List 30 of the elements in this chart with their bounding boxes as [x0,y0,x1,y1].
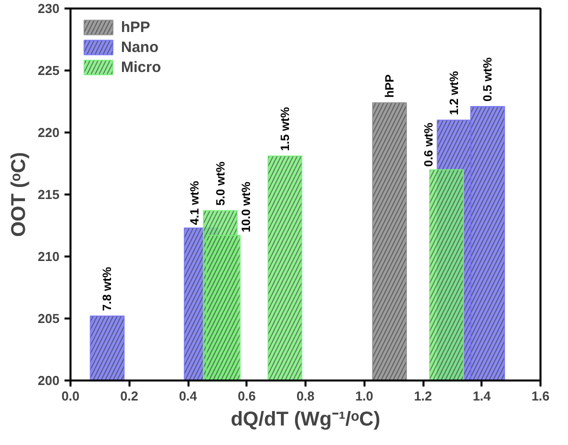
annotation: 10.0 wt% [239,181,254,232]
y-tick-label: 215 [38,187,60,202]
y-tick-label: 200 [38,373,60,388]
x-tick-label: 0.2 [120,388,138,404]
annotation: hPP [382,74,397,98]
y-tick-label: 225 [38,63,60,78]
annotation: 1.5 wt% [278,106,292,152]
y-tick-label: 230 [38,1,60,16]
annotation: 0.6 wt% [421,122,436,167]
x-axis-title: dQ/dT (Wg⁻¹/ᵒC) [230,408,380,430]
x-tick-label: 1.0 [355,388,374,404]
annotation: 4.1 wt% [188,180,202,225]
annotation: 5.0 wt% [213,161,228,206]
x-tick-label: 1.2 [414,388,432,404]
legend-label: Micro [121,58,162,76]
legend-label: Nano [121,38,158,56]
legend-label: hPP [121,18,150,36]
x-tick-label: 0.4 [178,388,198,404]
x-tick-label: 0.0 [61,388,80,404]
x-tick-label: 0.6 [238,388,256,404]
x-tick-label: 1.4 [472,388,492,404]
x-tick-label: 0.8 [296,388,315,404]
annotation: 1.2 wt% [447,70,462,116]
y-tick-label: 210 [38,249,60,264]
x-tick-label: 1.6 [531,388,550,404]
y-tick-label: 205 [38,311,60,326]
y-axis-title: OOT (ᵒC) [8,152,30,237]
y-tick-label: 220 [38,125,60,140]
annotation: 0.5 wt% [480,57,495,102]
annotation: 7.8 wt% [100,266,114,312]
